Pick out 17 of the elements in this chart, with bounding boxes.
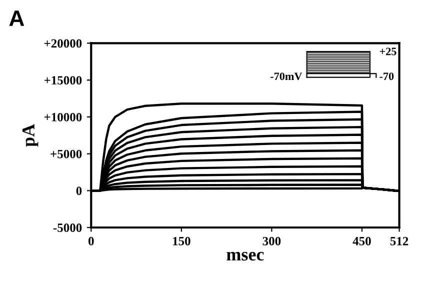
x-tick-label: 450 — [352, 236, 371, 246]
y-tick-label: +10000 — [44, 112, 82, 122]
y-axis-title: pA — [22, 124, 38, 147]
annotation: -70 — [380, 72, 394, 80]
y-tick-label: 0 — [76, 186, 82, 196]
x-tick-label: 300 — [262, 236, 281, 246]
x-tick-label: 512 — [390, 236, 408, 246]
y-tick-label: +15000 — [44, 76, 82, 85]
y-tick-label: -5000 — [53, 224, 82, 232]
y-tick-label: +5000 — [50, 150, 82, 158]
text: A — [9, 10, 24, 26]
y-tick-label: +20000 — [44, 39, 82, 48]
x-tick-label: 150 — [173, 236, 190, 246]
annotation: -70mV — [270, 72, 302, 80]
x-tick-label: 0 — [88, 236, 94, 246]
annotation: +25 — [380, 48, 396, 56]
x-axis-title: msec — [226, 252, 264, 261]
